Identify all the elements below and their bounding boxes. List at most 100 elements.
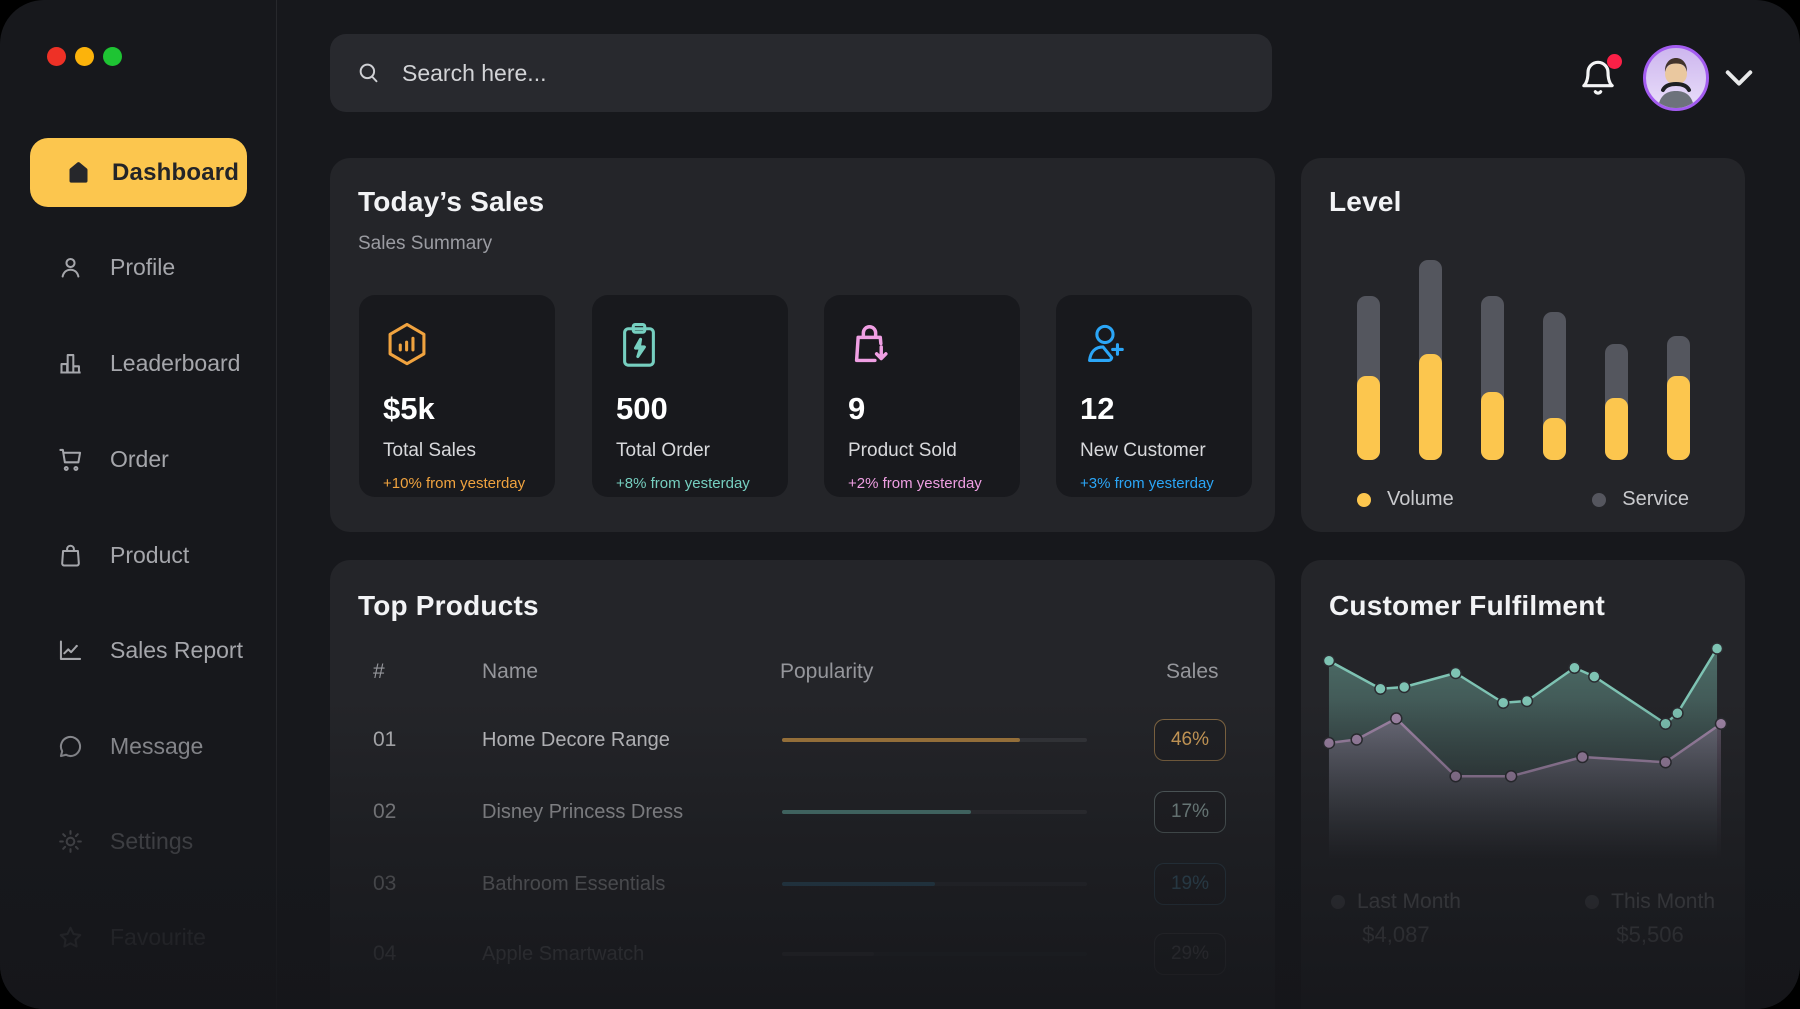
legend-label: This Month [1611,890,1715,913]
data-point [1322,736,1336,750]
line-chart-icon [57,637,84,664]
todays-sales-card: Today’s Sales Sales Summary $5k Total Sa… [330,158,1275,532]
sales-badge: 46% [1154,719,1226,761]
sidebar-item-message[interactable]: Message [30,724,260,768]
popularity-bar-fill [782,952,874,956]
level-bar [1604,344,1628,460]
legend-item-service: Service [1592,488,1689,511]
stat-label: Product Sold [848,440,957,461]
cart-icon [57,446,84,473]
data-point [1449,770,1462,783]
product-name: Apple Smartwatch [482,943,645,965]
stat-value: 12 [1080,391,1115,426]
this-month-legend-dot [1585,895,1600,909]
sales-badge: 19% [1154,863,1226,905]
customer-fulfilment-title: Customer Fulfilment [1329,590,1606,621]
sidebar-item-label: Dashboard [112,158,240,186]
notifications-button[interactable] [1578,54,1624,102]
sidebar-item-label: Favourite [110,923,206,950]
sidebar-item-leaderboard[interactable]: Leaderboard [30,341,260,385]
row-number: 04 [373,942,397,965]
hexagon-chart-icon [383,321,531,371]
stat-value: 500 [616,391,668,426]
legend-label: Volume [1387,488,1454,510]
data-point [1710,642,1724,655]
stat-card-product-sold: 9 Product Sold +2% from yesterday [824,295,1020,497]
chat-icon [57,733,84,760]
legend-label: Last Month [1357,890,1461,913]
row-number: 03 [373,872,397,895]
todays-sales-subtitle: Sales Summary [358,233,493,254]
data-point [1659,756,1672,769]
sidebar-item-product[interactable]: Product [30,533,260,577]
star-icon [57,924,84,951]
stat-delta: +10% from yesterday [383,475,526,492]
window-minimize-button[interactable] [75,47,94,66]
popularity-bar [782,952,1087,956]
sidebar-item-label: Settings [110,827,194,854]
level-bar-volume-segment [1666,376,1690,460]
data-point [1397,680,1411,694]
sidebar-item-sales-report[interactable]: Sales Report [30,628,260,672]
data-point [1659,717,1672,730]
data-point [1576,750,1589,764]
sales-badge: 17% [1154,791,1226,833]
popularity-bar-fill [782,882,935,886]
bag-icon [57,542,84,569]
user-plus-icon [1080,321,1228,371]
stat-card-new-customer: 12 New Customer +3% from yesterday [1056,295,1252,497]
search-input[interactable] [400,58,1246,88]
table-row: 01 Home Decore Range 46% [330,712,1275,768]
row-number: 02 [373,800,397,823]
column-header-num: # [373,660,385,683]
profile-menu-button[interactable] [1724,68,1754,93]
level-bar-volume-segment [1604,398,1628,460]
sidebar-item-order[interactable]: Order [30,437,260,481]
table-row: 04 Apple Smartwatch 29% [330,926,1275,982]
bell-icon [1582,60,1614,95]
stat-value: 9 [848,391,866,426]
clipboard-bolt-icon [616,321,764,371]
sidebar-item-profile[interactable]: Profile [30,245,260,289]
home-icon [65,159,92,186]
level-bar [1356,296,1380,460]
stat-value: $5k [383,391,435,426]
data-point [1671,707,1684,720]
popularity-bar [782,882,1087,886]
stat-label: New Customer [1080,440,1206,461]
volume-legend-dot [1357,492,1371,507]
product-name: Bathroom Essentials [482,873,666,895]
data-point [1322,654,1336,667]
legend-item-last-month: Last Month $4,087 [1331,890,1461,948]
row-number: 01 [373,728,397,751]
level-card: Level Volume Service [1301,158,1745,532]
level-chart [1349,258,1697,460]
top-products-card: Top Products # Name Popularity Sales 01 H… [330,560,1275,1009]
data-point [1504,770,1518,783]
data-point [1449,666,1462,680]
avatar-image [1658,58,1694,108]
data-point [1714,717,1728,730]
product-name: Disney Princess Dress [482,801,684,823]
sidebar-item-favourite[interactable]: Favourite [30,915,260,959]
stat-card-total-sales: $5k Total Sales +10% from yesterday [359,295,555,497]
popularity-bar-fill [782,738,1020,742]
stat-label: Total Order [616,440,710,461]
user-avatar[interactable] [1643,45,1709,111]
column-header-sales: Sales [1166,660,1219,683]
last-month-legend-dot [1331,895,1345,909]
sidebar-item-label: Message [110,732,204,759]
column-header-popularity: Popularity [780,660,874,683]
table-row: 02 Disney Princess Dress 17% [330,784,1275,840]
window-close-button[interactable] [47,47,66,66]
bag-arrow-down-icon [848,321,996,371]
sidebar-item-dashboard[interactable]: Dashboard [30,138,247,207]
window-zoom-button[interactable] [103,47,122,66]
todays-sales-title: Today’s Sales [358,186,545,217]
sidebar-item-settings[interactable]: Settings [30,819,260,863]
customer-fulfilment-legend: Last Month $4,087 This Month $5,506 [1331,890,1715,948]
customer-fulfilment-chart [1322,642,1728,860]
level-bar [1542,312,1566,460]
gear-icon [57,828,84,855]
